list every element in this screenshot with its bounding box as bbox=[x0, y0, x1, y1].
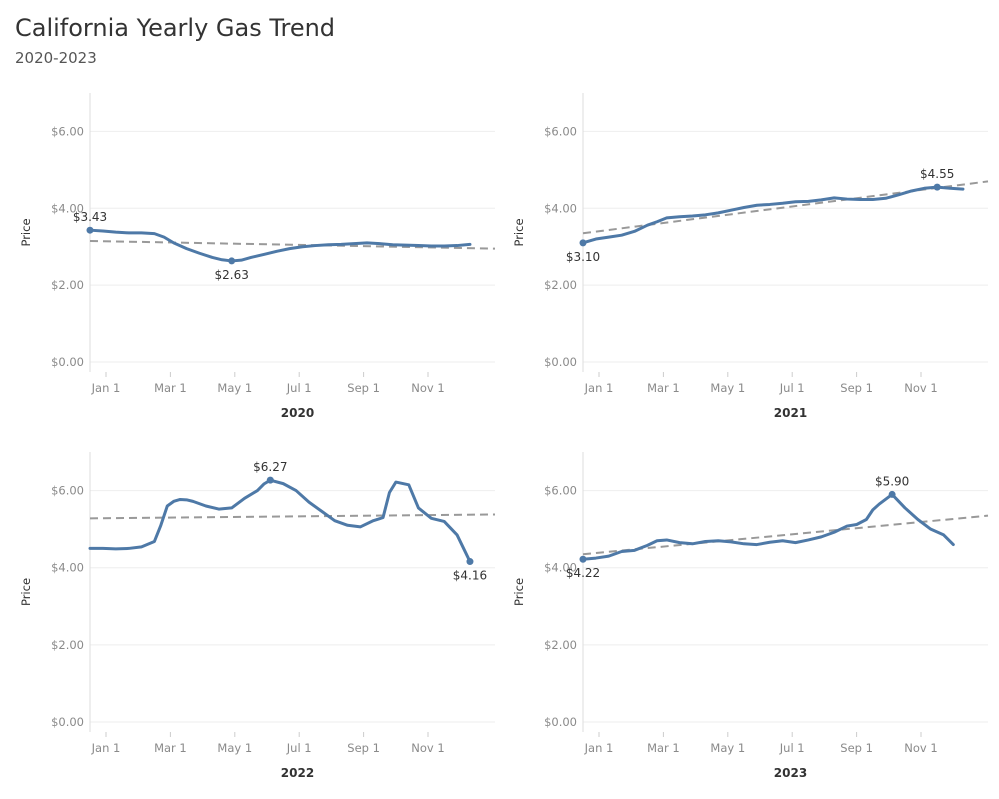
x-tick-label: Nov 1 bbox=[411, 381, 444, 395]
price-series-line bbox=[88, 478, 472, 564]
x-tick-label: Jul 1 bbox=[286, 381, 312, 395]
y-tick-label: $4.00 bbox=[51, 561, 84, 575]
x-tick-label: May 1 bbox=[710, 741, 745, 755]
y-tick-label: $0.00 bbox=[544, 355, 577, 369]
x-tick-label: Mar 1 bbox=[154, 381, 187, 395]
y-tick-label: $6.00 bbox=[51, 484, 84, 498]
annotation-point bbox=[933, 183, 941, 191]
x-tick-label: Mar 1 bbox=[154, 741, 187, 755]
annotation-label: $2.63 bbox=[215, 268, 249, 282]
x-axis-title: 2023 bbox=[774, 766, 807, 780]
trend-line bbox=[582, 514, 989, 556]
y-axis-title: Price bbox=[512, 578, 526, 606]
price-series-line bbox=[581, 185, 965, 245]
x-tick-label: Mar 1 bbox=[647, 741, 680, 755]
x-tick-label: Mar 1 bbox=[647, 381, 680, 395]
y-tick-label: $6.00 bbox=[51, 124, 84, 138]
y-tick-label: $6.00 bbox=[544, 124, 577, 138]
x-tick-label: Nov 1 bbox=[411, 741, 444, 755]
x-tick-label: Sep 1 bbox=[347, 381, 380, 395]
y-tick-label: $2.00 bbox=[51, 278, 84, 292]
page-subtitle: 2020-2023 bbox=[15, 49, 97, 67]
annotation-point bbox=[888, 490, 896, 498]
annotation-label: $5.90 bbox=[875, 474, 909, 488]
x-axis-title: 2020 bbox=[281, 406, 314, 420]
y-tick-label: $0.00 bbox=[51, 715, 84, 729]
annotation-label: $3.43 bbox=[73, 210, 107, 224]
annotation-label: $4.22 bbox=[566, 566, 600, 580]
y-axis-title: Price bbox=[512, 218, 526, 246]
annotation-point bbox=[579, 555, 587, 563]
x-tick-label: Nov 1 bbox=[904, 381, 937, 395]
y-axis-title: Price bbox=[19, 578, 33, 606]
y-tick-label: $0.00 bbox=[51, 355, 84, 369]
x-tick-label: Nov 1 bbox=[904, 741, 937, 755]
y-axis-title: Price bbox=[19, 218, 33, 246]
annotation-point bbox=[86, 226, 94, 234]
x-tick-label: Jul 1 bbox=[779, 741, 805, 755]
annotation-label: $4.16 bbox=[453, 569, 487, 583]
x-tick-label: Sep 1 bbox=[840, 741, 873, 755]
x-axis-title: 2022 bbox=[281, 766, 314, 780]
y-tick-label: $6.00 bbox=[544, 484, 577, 498]
annotation-point bbox=[579, 239, 587, 247]
y-tick-label: $0.00 bbox=[544, 715, 577, 729]
trend-line bbox=[89, 239, 496, 250]
x-tick-label: Jan 1 bbox=[91, 741, 121, 755]
trend-line bbox=[89, 513, 496, 520]
x-tick-label: Jul 1 bbox=[779, 381, 805, 395]
price-series-line bbox=[88, 228, 472, 263]
y-tick-label: $2.00 bbox=[51, 638, 84, 652]
annotation-label: $3.10 bbox=[566, 250, 600, 264]
x-tick-label: Jan 1 bbox=[584, 381, 614, 395]
x-axis-title: 2021 bbox=[774, 406, 807, 420]
annotation-point bbox=[266, 476, 274, 484]
annotation-label: $6.27 bbox=[253, 460, 287, 474]
annotation-label: $4.55 bbox=[920, 167, 954, 181]
annotation-point bbox=[466, 558, 474, 566]
x-tick-label: May 1 bbox=[217, 741, 252, 755]
x-tick-label: May 1 bbox=[710, 381, 745, 395]
x-tick-label: Jan 1 bbox=[91, 381, 121, 395]
y-tick-label: $4.00 bbox=[544, 201, 577, 215]
y-tick-label: $2.00 bbox=[544, 278, 577, 292]
x-tick-label: Sep 1 bbox=[347, 741, 380, 755]
x-tick-label: May 1 bbox=[217, 381, 252, 395]
x-tick-label: Sep 1 bbox=[840, 381, 873, 395]
y-tick-label: $4.00 bbox=[51, 201, 84, 215]
page-title: California Yearly Gas Trend bbox=[15, 14, 336, 42]
annotation-point bbox=[228, 257, 236, 265]
x-tick-label: Jul 1 bbox=[286, 741, 312, 755]
y-tick-label: $2.00 bbox=[544, 638, 577, 652]
price-series-line bbox=[581, 492, 955, 561]
x-tick-label: Jan 1 bbox=[584, 741, 614, 755]
y-tick-label: $4.00 bbox=[544, 561, 577, 575]
